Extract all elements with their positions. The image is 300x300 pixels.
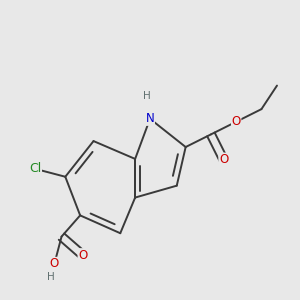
- Text: O: O: [219, 153, 228, 166]
- Text: O: O: [232, 115, 241, 128]
- Text: O: O: [50, 257, 59, 270]
- Text: Cl: Cl: [29, 162, 41, 176]
- Text: O: O: [78, 249, 87, 262]
- Text: H: H: [47, 272, 55, 282]
- Text: N: N: [146, 112, 154, 125]
- Text: H: H: [143, 92, 151, 101]
